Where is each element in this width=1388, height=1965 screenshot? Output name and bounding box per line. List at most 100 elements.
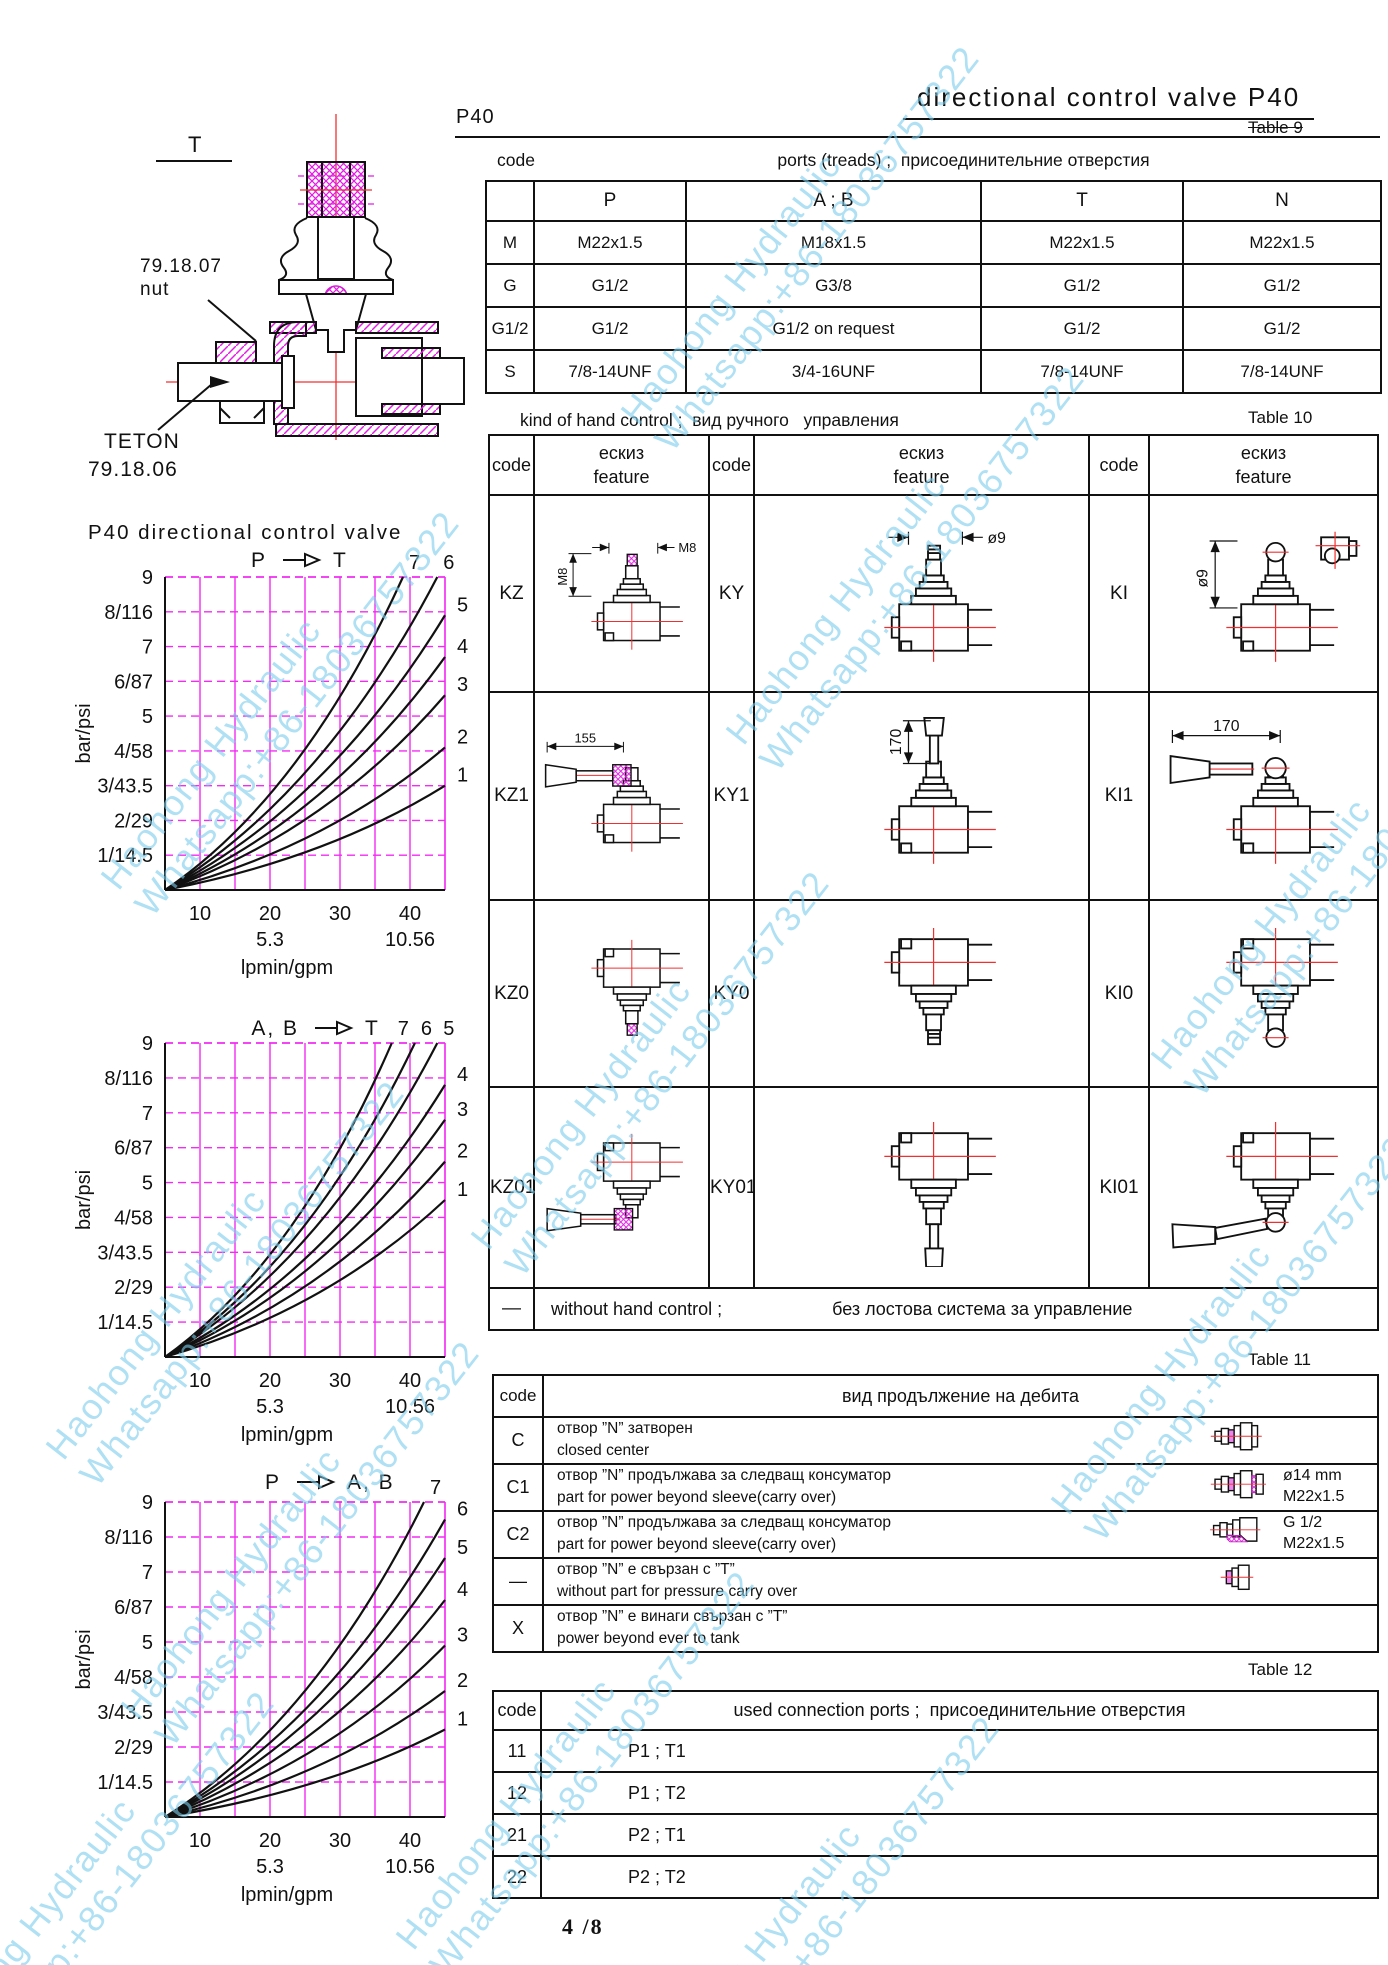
table-row: S 7/8-14UNF 3/4-16UNF 7/8-14UNF 7/8-14UNF	[485, 349, 1382, 394]
cell: отвор ”N” е свързан с ”T” without part fo…	[542, 1556, 1379, 1606]
svg-text:6/87: 6/87	[114, 671, 153, 693]
cell	[753, 1086, 1090, 1289]
cell: KI01	[1088, 1086, 1150, 1289]
cell: KY0	[708, 899, 755, 1088]
teton-part-number: 79.18.06	[88, 458, 178, 481]
svg-text:9: 9	[142, 1033, 153, 1055]
cell: G1/2	[533, 263, 687, 308]
cell: KY	[708, 494, 755, 693]
svg-text:20: 20	[259, 1830, 281, 1852]
cell: отвор ”N” продължава за следващ консумат…	[542, 1509, 1379, 1559]
svg-text:T: T	[333, 549, 348, 572]
svg-text:6/87: 6/87	[114, 1138, 153, 1160]
no-hand-control-en: without hand control ;	[551, 1298, 723, 1319]
chart-p-to-t: 1 2 3 4 5 6 7 1/14.5 2/29 3/43.5 4/58 5 6/87 7 8/116 9 b…	[60, 515, 480, 985]
svg-text:8/116: 8/116	[104, 1068, 153, 1090]
svg-text:T: T	[365, 1017, 380, 1040]
svg-text:6: 6	[457, 1499, 468, 1521]
svg-text:10.56: 10.56	[385, 1856, 435, 1878]
cell: ескиз feature	[533, 434, 710, 496]
table-row: 21 P2 ; T1	[492, 1813, 1379, 1857]
cell: used connection ports ; присоединительни…	[540, 1690, 1379, 1731]
svg-text:30: 30	[329, 1370, 351, 1392]
cell: ø9	[1148, 494, 1379, 693]
svg-text:4: 4	[457, 636, 468, 658]
cell: code	[1088, 434, 1150, 496]
teton-label: TETON	[104, 430, 180, 453]
svg-text:A, B: A, B	[251, 1017, 299, 1040]
svg-text:7: 7	[142, 1562, 153, 1584]
table-row: code used connection ports ; присоединит…	[492, 1690, 1379, 1731]
fitting-adapter-icon	[1209, 1514, 1277, 1555]
hand-control-ki1-icon: 170	[1151, 717, 1376, 875]
cell: —	[492, 1556, 544, 1606]
page-title: directional control valve P40	[903, 82, 1315, 120]
table9-label: Table 9	[1248, 118, 1303, 137]
fitting-small-icon	[1209, 1561, 1277, 1602]
table-row: — отвор ”N” е свързан с ”T” without part …	[492, 1556, 1379, 1606]
table10-caption: kind of hand control ; вид ручного управ…	[520, 410, 899, 430]
svg-text:6: 6	[421, 1018, 432, 1040]
cell: G3/8	[685, 263, 982, 308]
svg-text:5: 5	[443, 1018, 454, 1040]
cell: S	[485, 349, 535, 394]
cell: P2 ; T1	[540, 1813, 1379, 1857]
table-row: C отвор ”N” затворен closed center	[492, 1416, 1379, 1465]
cell: C1	[492, 1462, 544, 1512]
cell: отвор ”N” е винаги свързан с ”T” power be…	[542, 1603, 1379, 1653]
cell: X	[492, 1603, 544, 1653]
table-row: G1/2 G1/2 G1/2 on request G1/2 G1/2	[485, 306, 1382, 351]
cell: G1/2	[533, 306, 687, 351]
cell: G1/2 on request	[685, 306, 982, 351]
cell: KI	[1088, 494, 1150, 693]
cell: code	[708, 434, 755, 496]
cell: G	[485, 263, 535, 308]
nut-label: 79.18.07	[140, 256, 222, 277]
cell: T	[980, 180, 1184, 222]
svg-text:5.3: 5.3	[256, 1396, 284, 1418]
cell: ескиз feature	[753, 434, 1090, 496]
svg-text:1: 1	[457, 765, 468, 787]
table-row: KZ01 KY01 KI01	[488, 1086, 1379, 1289]
svg-text:4/58: 4/58	[114, 741, 153, 763]
cell: ескиз feature	[1148, 434, 1379, 496]
cell	[533, 1086, 710, 1289]
cell: 155	[533, 691, 710, 901]
svg-text:9: 9	[142, 1492, 153, 1514]
hand-control-ki01-icon	[1151, 1109, 1376, 1267]
table-row: C1 отвор ”N” продължава за следващ консу…	[492, 1462, 1379, 1512]
svg-text:1/14.5: 1/14.5	[97, 1772, 153, 1794]
svg-text:lpmin/gpm: lpmin/gpm	[241, 1884, 333, 1906]
cell	[485, 180, 535, 222]
cell: KY01	[708, 1086, 755, 1289]
svg-text:2/29: 2/29	[114, 1737, 153, 1759]
svg-text:5.3: 5.3	[256, 929, 284, 951]
bellows-right	[364, 217, 394, 281]
table-row: KZ M8 M8 KY ø9 KI ø9	[488, 494, 1379, 693]
table-row: M M22x1.5 M18x1.5 M22x1.5 M22x1.5	[485, 220, 1382, 265]
cell: вид продължение на дебита	[542, 1374, 1379, 1418]
svg-text:P: P	[265, 1471, 281, 1494]
table-row: — without hand control ; без лостова сис…	[488, 1287, 1379, 1331]
cell: P1 ; T2	[540, 1771, 1379, 1815]
svg-text:bar/psi: bar/psi	[73, 1170, 95, 1230]
svg-text:10: 10	[189, 1370, 211, 1392]
valve-section-drawing: T	[88, 114, 465, 481]
table11-label: Table 11	[1248, 1350, 1312, 1369]
cell: G1/2	[1182, 306, 1382, 351]
cell: G1/2	[1182, 263, 1382, 308]
fitting-plug-icon	[1209, 1420, 1277, 1461]
svg-text:4: 4	[457, 1579, 468, 1601]
fitting-sleeve-icon	[1209, 1467, 1277, 1508]
hand-control-ky0-icon	[756, 915, 1087, 1073]
table-row: 11 P1 ; T1	[492, 1729, 1379, 1773]
svg-text:9: 9	[142, 567, 153, 589]
cell: G1/2	[485, 306, 535, 351]
cell: M8 M8	[533, 494, 710, 693]
svg-text:7: 7	[409, 552, 420, 574]
hand-control-kz1-icon: 155	[536, 717, 707, 875]
cell: P	[533, 180, 687, 222]
nut-label-2: nut	[140, 279, 169, 300]
cell: code	[492, 1690, 542, 1731]
